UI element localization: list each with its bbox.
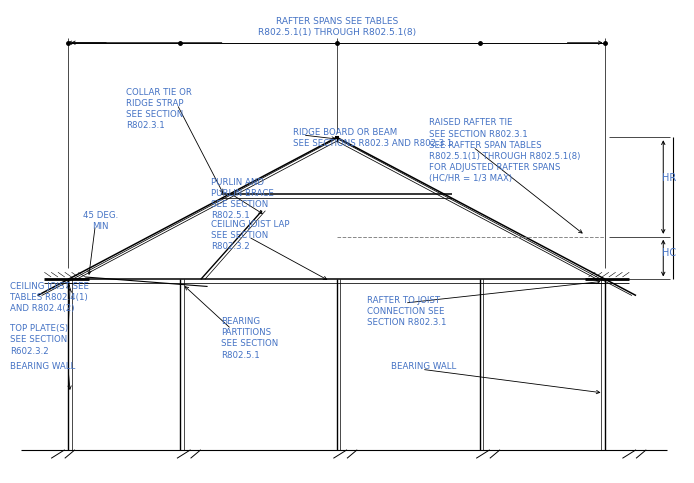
Text: RAFTER SPANS SEE TABLES
R802.5.1(1) THROUGH R802.5.1(8): RAFTER SPANS SEE TABLES R802.5.1(1) THRO… [257,16,416,37]
Text: PURLIN AND
PURLIN BRACE
SEE SECTION
R802.5.1: PURLIN AND PURLIN BRACE SEE SECTION R802… [211,178,274,220]
Text: CEILING JOIST SEE
TABLES R802.4(1)
AND R802.4(2): CEILING JOIST SEE TABLES R802.4(1) AND R… [10,282,90,313]
Text: TOP PLATE(S)
SEE SECTION
R602.3.2: TOP PLATE(S) SEE SECTION R602.3.2 [10,324,69,355]
Text: RAFTER TO JOIST
CONNECTION SEE
SECTION R802.3.1: RAFTER TO JOIST CONNECTION SEE SECTION R… [367,296,447,327]
Text: RIDGE BOARD OR BEAM
SEE SECTIONS R802.3 AND R802.3.1: RIDGE BOARD OR BEAM SEE SECTIONS R802.3 … [293,128,452,148]
Text: CEILING JOIST LAP
SEE SECTION
R802.3.2: CEILING JOIST LAP SEE SECTION R802.3.2 [211,220,289,251]
Text: BEARING WALL: BEARING WALL [10,362,76,371]
Text: RAISED RAFTER TIE
SEE SECTION R802.3.1
SEE RAFTER SPAN TABLES
R802.5.1(1) THROUG: RAISED RAFTER TIE SEE SECTION R802.3.1 S… [429,118,580,183]
Text: COLLAR TIE OR
RIDGE STRAP
SEE SECTION
R802.3.1: COLLAR TIE OR RIDGE STRAP SEE SECTION R8… [126,88,192,130]
Text: HC: HC [661,248,676,258]
Text: HR: HR [661,172,676,183]
Text: BEARING WALL: BEARING WALL [391,362,457,371]
Text: BEARING
PARTITIONS
SEE SECTION
R802.5.1: BEARING PARTITIONS SEE SECTION R802.5.1 [221,317,278,359]
Text: 45 DEG.
MIN: 45 DEG. MIN [83,211,119,231]
